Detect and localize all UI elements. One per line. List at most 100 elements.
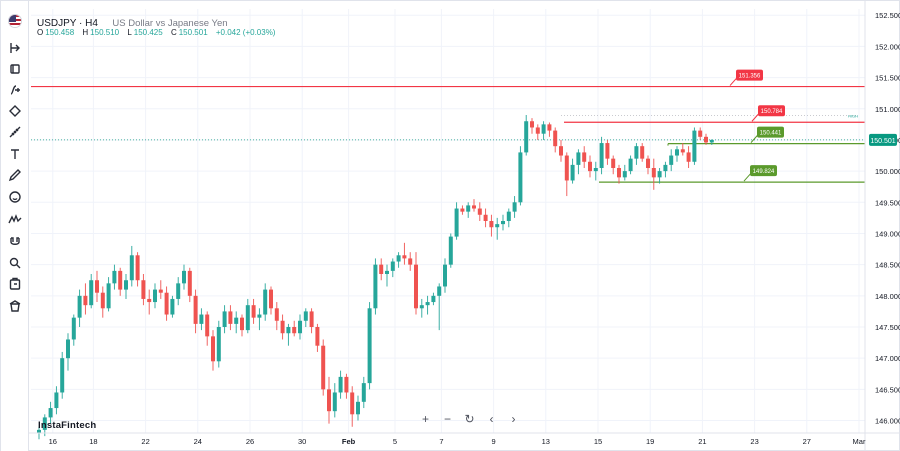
candle-body [408,258,413,265]
candle-body [419,305,424,309]
price-tick-label: 149.500 [875,198,900,207]
candle-body [257,314,262,318]
time-tick-label: 26 [246,437,254,446]
crosshair-icon[interactable] [5,39,25,57]
time-tick-label: 5 [393,437,397,446]
candle-body [83,295,88,306]
candle-body [112,270,117,284]
candle-body [425,302,430,306]
candle-body [205,314,210,337]
ohlc-high: 150.510 [90,28,120,37]
candle-body [437,286,442,296]
candle-body [704,136,708,143]
candle-body [692,130,697,162]
ohlc-open: 150.458 [45,28,75,37]
fib-icon[interactable] [5,81,25,99]
candle-body [431,295,436,303]
candle-body [42,417,47,430]
zoom-in-button[interactable]: + [421,412,429,426]
candle-body [286,327,291,334]
candle-body [135,255,140,281]
candle-body [280,320,285,334]
text-icon[interactable] [5,145,25,163]
reset-chart-button[interactable]: ↻ [464,412,475,426]
candle-body [501,221,505,225]
candle-body [593,168,598,172]
magnet-icon[interactable] [5,232,25,250]
candle-body [454,208,459,237]
chart-controls: + − ↻ ‹ › [416,410,523,428]
waves-icon[interactable] [5,210,25,228]
level-label-text: 150.784 [761,109,783,115]
level-label-text: 151.356 [739,73,761,79]
candle-body [309,311,314,327]
trash-icon[interactable] [5,297,25,315]
candle-body [129,255,134,281]
candle-body [66,339,70,359]
price-axis[interactable]: 152.500152.000151.500151.000150.500150.0… [864,1,900,451]
candle-body [553,130,558,147]
scroll-back-button[interactable]: ‹ [489,412,494,426]
export-icon[interactable] [5,275,25,293]
high-marker-label: HIGH [848,114,858,119]
candle-body [77,295,82,318]
candle-body [634,146,639,159]
price-tick-label: 148.000 [875,292,900,301]
pattern-icon[interactable] [5,102,25,120]
candle-body [472,205,476,209]
zoom-out-button[interactable]: − [443,412,451,426]
candle-body [657,171,662,178]
horizontal-line-icon[interactable] [5,60,25,78]
price-tick-label: 146.500 [875,385,900,394]
time-axis[interactable]: 16 18 22 24 26 30 Feb 5 7 9 13 15 19 21 23 27 Mar [29,432,900,446]
price-tick-label: 147.000 [875,354,900,363]
candle-body [709,139,714,143]
candle-body [187,270,192,296]
candle-body [390,261,395,271]
candle-body [164,292,169,315]
candle-body [651,168,656,178]
ohlc-low: 150.425 [133,28,163,37]
candle-body [628,158,633,172]
candle-body [489,221,494,228]
candle-body [599,143,604,168]
candle-body [611,158,616,168]
measure-icon[interactable] [5,123,25,141]
level-labels: 151.356 150.784 150.441 149.824 HIGH [729,69,858,182]
candle-body [373,264,378,309]
brush-icon[interactable] [5,166,25,184]
price-tick-label: 148.500 [875,261,900,270]
candle-body [182,270,186,284]
time-tick-label: 21 [698,437,706,446]
candle-body [477,208,482,215]
candle-body [274,308,279,321]
last-price-label: 150.501 [870,138,895,145]
us-flag-icon[interactable] [8,14,22,28]
candle-body [153,289,157,303]
time-tick-label: 18 [89,437,97,446]
ohlc-low-key: L [127,28,132,37]
candle-body [686,152,691,162]
candle-body [332,392,337,412]
candle-body [338,376,343,393]
lock-drawing-icon[interactable] [5,254,25,272]
candle-body [118,270,123,290]
candle-body [216,327,221,362]
candle-body [443,264,447,287]
candle-body [669,155,674,165]
candle-body [48,408,53,418]
candle-body [71,317,76,340]
symbol-name[interactable]: USDJPY · H4 [37,18,98,29]
time-tick-label: 23 [750,437,758,446]
symbol-description: US Dollar vs Japanese Yen [112,18,228,29]
level-label-box [758,105,785,117]
emoji-icon[interactable] [5,188,25,206]
time-tick-label: 24 [194,437,202,446]
candle-body [570,164,575,181]
candle-body [379,264,384,274]
scroll-forward-button[interactable]: › [511,412,516,426]
price-tick-label: 152.500 [875,11,900,20]
candle-body [211,336,215,362]
